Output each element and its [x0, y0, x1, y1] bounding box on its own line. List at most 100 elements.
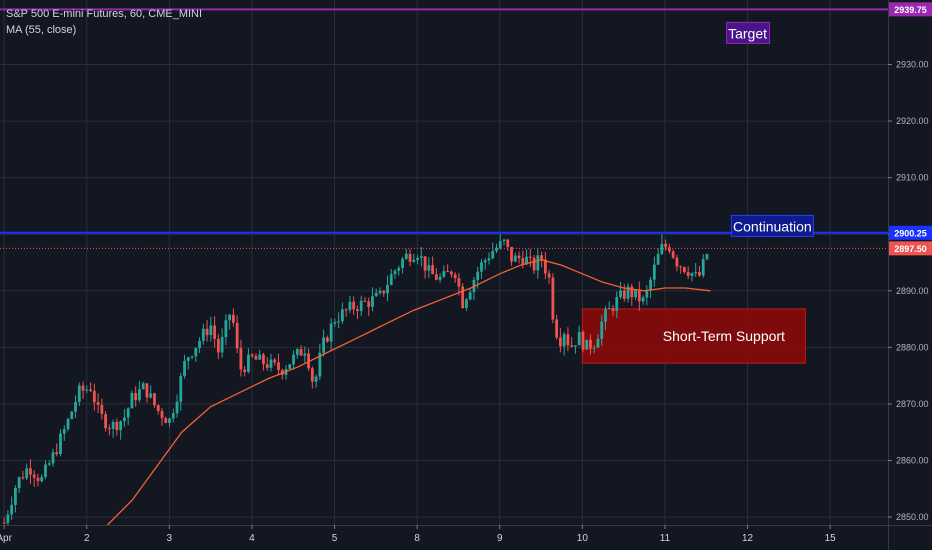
candle-body — [164, 418, 168, 423]
candle-body — [645, 290, 649, 298]
candle-body — [589, 339, 592, 349]
candle-body — [115, 421, 119, 431]
time-tick-label: 11 — [660, 533, 671, 544]
price-tick-label: 2930.00 — [896, 59, 929, 69]
candle-body — [521, 258, 525, 265]
candle-body — [205, 328, 209, 336]
candle-body — [461, 286, 465, 308]
time-tick-label: 5 — [332, 533, 338, 544]
indicator-label[interactable]: MA (55, close) — [6, 24, 77, 36]
candle-body — [551, 277, 555, 320]
candle-body — [637, 289, 641, 302]
candle-body — [171, 413, 175, 419]
candle-body — [423, 256, 427, 271]
candle-body — [371, 296, 374, 307]
candle-body — [592, 347, 596, 349]
candle-body — [367, 301, 371, 307]
candle-body — [288, 364, 292, 369]
candle-body — [408, 253, 412, 262]
candle-body — [607, 308, 611, 310]
candle-body — [126, 408, 130, 418]
candle-body — [265, 364, 269, 368]
candle-body — [183, 360, 186, 377]
candle-body — [690, 273, 694, 276]
candle-body — [277, 362, 280, 371]
candle-body — [44, 464, 47, 477]
time-axis[interactable]: Apr 2 3 4 5 8 9 10 11 12 15 — [0, 525, 932, 550]
candle-body — [416, 257, 419, 261]
candle-body — [51, 452, 55, 464]
candle-body — [442, 271, 446, 277]
candle-body — [123, 417, 126, 422]
candle-body — [130, 393, 134, 409]
candle-body — [566, 334, 570, 346]
candle-body — [14, 488, 17, 505]
price-tick-label: 2860.00 — [896, 456, 929, 466]
candle-body — [254, 356, 258, 360]
candle-body — [363, 300, 367, 302]
last-price-badge: 2897.50 — [894, 244, 927, 254]
candle-body — [292, 354, 295, 365]
candle-body — [476, 271, 480, 281]
time-tick-label: 10 — [577, 533, 589, 544]
candle-body — [224, 320, 228, 338]
candle-body — [269, 359, 273, 368]
annotations: Target Continuation Short-Term Support — [663, 21, 814, 344]
price-tick-label: 2870.00 — [896, 399, 929, 409]
candle-body — [145, 383, 149, 398]
candle-body — [213, 325, 217, 339]
candle-body — [17, 477, 21, 489]
candle-body — [138, 389, 141, 401]
candle-body — [686, 272, 690, 276]
candle-body — [498, 241, 502, 248]
time-tick-label: Apr — [0, 533, 13, 544]
candle-body — [149, 393, 153, 398]
candle-body — [337, 321, 341, 323]
candle-body — [577, 331, 581, 346]
candle-body — [6, 514, 10, 523]
candle-body — [517, 255, 521, 259]
price-axis[interactable]: 2850.00 2860.00 2870.00 2880.00 2890.00 2900.… — [888, 0, 932, 550]
target-price-badge-bg — [889, 2, 932, 17]
candle-body — [198, 340, 201, 348]
candle-body — [231, 314, 235, 323]
time-tick-label: 8 — [414, 533, 420, 544]
candle-body — [250, 354, 254, 357]
target-price-badge: 2939.75 — [894, 5, 927, 15]
target-label-box — [726, 21, 771, 44]
candle-body — [634, 289, 637, 298]
candle-body — [190, 356, 194, 358]
candle-body — [449, 271, 453, 275]
candle-body — [235, 322, 239, 349]
time-tick-label: 12 — [742, 533, 754, 544]
time-tick-label: 15 — [825, 533, 837, 544]
candle-body — [446, 271, 450, 273]
price-tick-label: 2910.00 — [896, 173, 929, 183]
support-label: Short-Term Support — [663, 328, 785, 344]
symbol-title[interactable]: S&P 500 E-mini Futures, 60, CME_MINI — [6, 8, 203, 20]
candle-body — [307, 353, 310, 369]
candle-body — [683, 267, 686, 273]
candle-body — [622, 290, 626, 299]
candle-body — [318, 352, 322, 377]
candle-body — [389, 274, 393, 285]
candle-body — [134, 393, 138, 401]
candle-body — [615, 297, 619, 311]
candle-body — [480, 262, 483, 272]
candle-body — [201, 328, 205, 341]
candle-body — [352, 301, 356, 310]
time-tick-label: 3 — [167, 533, 173, 544]
candle-body — [228, 314, 232, 321]
candle-body — [111, 421, 115, 429]
candle-body — [21, 477, 25, 479]
last-price-badge-bg — [889, 241, 932, 256]
candle-body — [66, 418, 70, 430]
candle-body — [59, 433, 62, 455]
candle-body — [555, 319, 559, 338]
candle-body — [487, 258, 491, 261]
candle-body — [96, 402, 100, 405]
candle-body — [156, 405, 160, 411]
candle-body — [29, 468, 32, 475]
candle-body — [325, 337, 329, 342]
